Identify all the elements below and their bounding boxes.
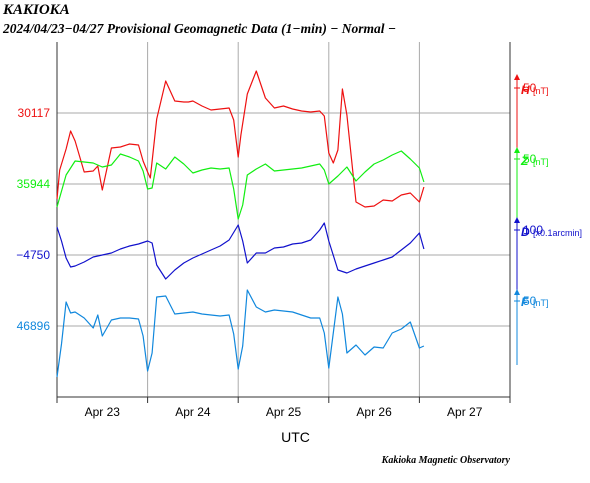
- scale-arrow: [514, 289, 520, 295]
- scale-tick-label: 100: [523, 223, 543, 237]
- series-unit-label: [x0.1arcmin]: [533, 228, 582, 238]
- x-tick-label: Apr 26: [356, 405, 392, 419]
- series-baseline-label: 35944: [17, 177, 51, 191]
- series-name-label: F: [521, 295, 529, 309]
- series-line: [56, 150, 425, 220]
- scale-arrow: [514, 74, 520, 80]
- x-axis-label: UTC: [281, 429, 310, 445]
- series-lines: [56, 70, 425, 378]
- plot-grid: [57, 42, 510, 397]
- observatory-credit: Kakioka Magnetic Observatory: [381, 455, 510, 466]
- series-name-label: Z: [520, 154, 529, 168]
- x-tick-label: Apr 23: [85, 405, 121, 419]
- axis-labels: Apr 23 Apr 24 Apr 25 Apr 26 Apr 27 UTC 30117 50…: [16, 74, 582, 445]
- x-tick-label: Apr 27: [447, 405, 483, 419]
- series-line: [56, 222, 425, 280]
- series-unit-label: [nT]: [533, 157, 549, 167]
- series-unit-label: [nT]: [533, 86, 549, 96]
- scale-tick-label: 50: [523, 152, 537, 166]
- series-unit-label: [nT]: [533, 298, 549, 308]
- scale-tick-label: 50: [523, 294, 537, 308]
- series-name-label: D: [521, 225, 530, 239]
- scale-arrow: [514, 147, 520, 153]
- series-baseline-label: 46896: [17, 319, 51, 333]
- plot-frame: [56, 42, 511, 403]
- x-tick-label: Apr 24: [175, 405, 211, 419]
- series-line: [56, 289, 425, 378]
- x-tick-label: Apr 25: [266, 405, 302, 419]
- series-name-label: H: [521, 83, 530, 97]
- station-title: KAKIOKA: [3, 2, 70, 18]
- scale-arrow: [514, 217, 520, 223]
- scale-tick-label: 50: [523, 81, 537, 95]
- series-baseline-label: −4750: [16, 248, 50, 262]
- chart-subtitle: 2024/04/23−04/27 Provisional Geomagnetic…: [3, 21, 397, 36]
- series-line: [56, 70, 425, 208]
- series-baseline-label: 30117: [18, 106, 51, 120]
